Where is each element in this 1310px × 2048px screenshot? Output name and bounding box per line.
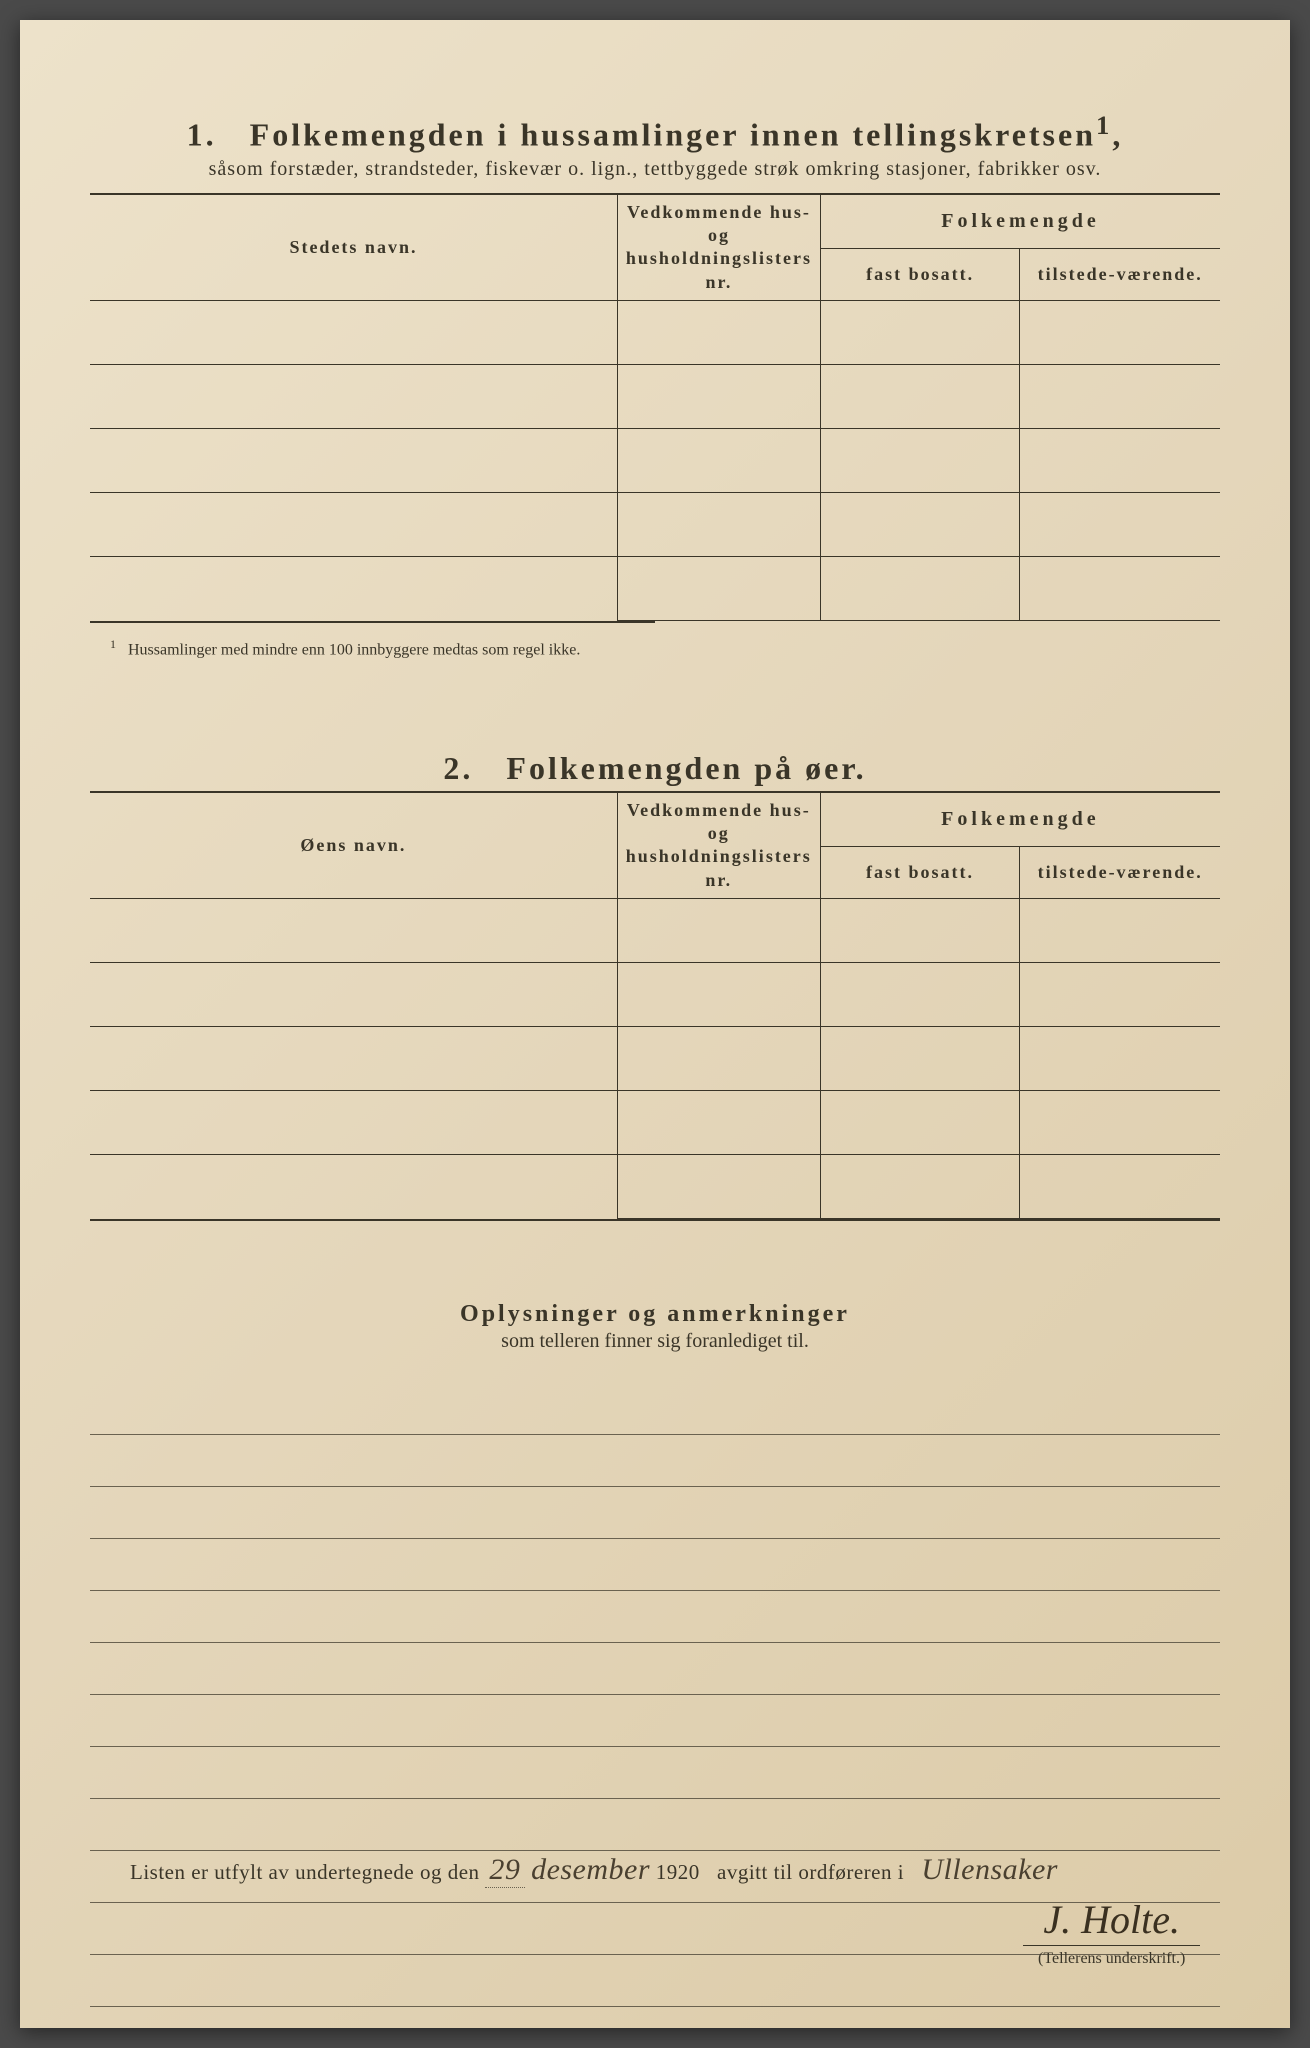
footer-text: Listen er utfylt av undertegnede og den … bbox=[130, 1853, 1220, 1888]
section-2-number: 2. bbox=[443, 750, 473, 786]
signature-block: J. Holte. (Tellerens underskrift.) bbox=[1023, 1896, 1200, 1968]
section-1-table: Stedets navn. Vedkommende hus- og hushol… bbox=[90, 195, 1220, 622]
col-header-tilstede-2: tilstede-værende. bbox=[1020, 847, 1220, 899]
footer-place: Ullensaker bbox=[921, 1853, 1058, 1886]
section-2-table: Øens navn. Vedkommende hus- og husholdni… bbox=[90, 793, 1220, 1220]
table-row bbox=[90, 493, 1220, 557]
col-header-folkemengde-2: Folkemengde bbox=[820, 793, 1220, 847]
col-header-lists-2: Vedkommende hus- og husholdningslisters … bbox=[617, 793, 820, 899]
section-1-title: 1. Folkemengden i hussamlinger innen tel… bbox=[90, 110, 1220, 154]
ruled-line bbox=[90, 1643, 1220, 1695]
table-row bbox=[90, 963, 1220, 1027]
section-1-bottom-rule bbox=[90, 621, 655, 623]
col-header-fast-2: fast bosatt. bbox=[820, 847, 1020, 899]
ruled-line bbox=[90, 1383, 1220, 1435]
col-header-tilstede: tilstede-værende. bbox=[1020, 249, 1220, 301]
section-1-number: 1. bbox=[187, 117, 217, 153]
ruled-line bbox=[90, 1747, 1220, 1799]
table-row bbox=[90, 429, 1220, 493]
table-row bbox=[90, 301, 1220, 365]
section-2-bottom-rule bbox=[90, 1219, 1220, 1221]
col-header-oens-navn: Øens navn. bbox=[90, 793, 617, 899]
col-header-folkemengde: Folkemengde bbox=[820, 195, 1220, 249]
footer-middle: avgitt til ordføreren i bbox=[717, 1860, 904, 1884]
section-2-title: 2. Folkemengden på øer. bbox=[90, 750, 1220, 787]
signature-label: (Tellerens underskrift.) bbox=[1023, 1950, 1200, 1968]
footer-prefix: Listen er utfylt av undertegnede og den bbox=[130, 1860, 480, 1884]
section-2-body bbox=[90, 899, 1220, 1219]
footer-month: desember bbox=[531, 1853, 650, 1886]
col-header-stedets-navn: Stedets navn. bbox=[90, 195, 617, 301]
table-row bbox=[90, 1091, 1220, 1155]
section-1: 1. Folkemengden i hussamlinger innen tel… bbox=[90, 110, 1220, 660]
footer-year: 1920 bbox=[656, 1860, 700, 1884]
table-row bbox=[90, 365, 1220, 429]
ruled-line bbox=[90, 1799, 1220, 1851]
ruled-line bbox=[90, 1435, 1220, 1487]
table-row bbox=[90, 1155, 1220, 1219]
section-2: 2. Folkemengden på øer. Øens navn. Vedko… bbox=[90, 750, 1220, 1222]
ruled-line bbox=[90, 1591, 1220, 1643]
document-page: 1. Folkemengden i hussamlinger innen tel… bbox=[20, 20, 1290, 2028]
section-1-subtitle: såsom forstæder, strandsteder, fiskevær … bbox=[90, 158, 1220, 181]
footnote-text: Hussamlinger med mindre enn 100 innbygge… bbox=[128, 642, 580, 659]
table-row bbox=[90, 899, 1220, 963]
section-1-body bbox=[90, 301, 1220, 621]
footnote-marker: 1 bbox=[110, 637, 116, 651]
section-1-heading: Folkemengden i hussamlinger innen tellin… bbox=[250, 117, 1096, 153]
signature: J. Holte. bbox=[1023, 1896, 1200, 1946]
table-row bbox=[90, 1027, 1220, 1091]
ruled-line bbox=[90, 1695, 1220, 1747]
section-1-sup: 1 bbox=[1096, 110, 1112, 140]
section-3-title: Oplysninger og anmerkninger bbox=[90, 1301, 1220, 1328]
section-2-heading: Folkemengden på øer. bbox=[506, 750, 866, 786]
section-3-subtitle: som telleren finner sig foranlediget til… bbox=[90, 1330, 1220, 1353]
footer-day: 29 bbox=[485, 1853, 525, 1888]
col-header-lists: Vedkommende hus- og husholdningslisters … bbox=[617, 195, 820, 301]
col-header-fast: fast bosatt. bbox=[820, 249, 1019, 301]
ruled-line bbox=[90, 1487, 1220, 1539]
section-1-footnote: 1 Hussamlinger med mindre enn 100 innbyg… bbox=[110, 637, 1220, 659]
ruled-line bbox=[90, 1539, 1220, 1591]
table-row bbox=[90, 557, 1220, 621]
